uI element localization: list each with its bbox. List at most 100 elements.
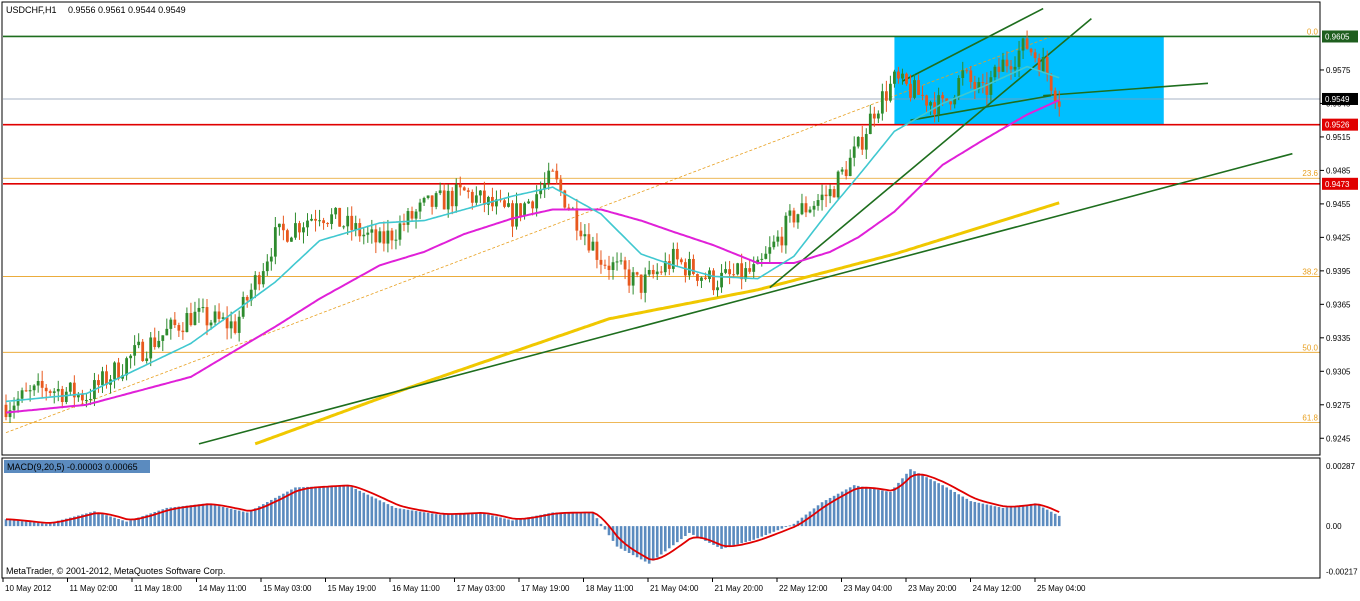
macd-histogram-bar [873,488,876,527]
candle-body [1049,74,1053,91]
candle-body [728,269,731,275]
candle-body [113,362,116,380]
candle-body [36,380,40,386]
candle-body [338,207,342,227]
macd-histogram-bar [1041,507,1045,527]
candle-body [667,261,671,269]
candle-body [1045,56,1049,75]
macd-histogram-bar [205,503,209,527]
x-axis-tick-label: 21 May 20:00 [715,584,764,593]
candle-body [595,241,599,260]
macd-histogram-bar [366,494,370,527]
candle-body [1037,58,1041,72]
macd-histogram-bar [981,503,985,527]
macd-histogram-bar [708,526,711,543]
candle-body [286,230,289,242]
candle-body [462,187,466,191]
macd-histogram-bar [945,487,948,527]
macd-histogram-bar [257,506,261,527]
candle-body [20,390,24,399]
macd-histogram-bar [663,526,667,552]
candle-body [273,227,277,257]
macd-histogram-bar [302,487,305,527]
x-axis-tick-label: 24 May 12:00 [973,584,1022,593]
macd-histogram-bar [547,513,550,527]
candle-body [591,241,595,251]
candle-body [129,355,133,359]
fibo-level-label: 38.2 [1302,267,1318,276]
candle-body [957,78,961,98]
macd-histogram-bar [454,513,458,527]
candle-body [221,317,225,319]
macd-histogram-bar [885,491,888,527]
macd-histogram-bar [125,521,128,527]
candle-body [515,203,518,227]
candle-body [482,190,486,205]
macd-histogram-bar [808,511,812,527]
candle-body [808,209,812,213]
macd-histogram-bar [752,526,756,540]
macd-histogram-bar [499,517,502,527]
trendline [910,94,1052,121]
candle-body [169,319,173,329]
candle-body [72,382,76,398]
y-axis-tick-label: 0.9425 [1326,233,1351,242]
macd-histogram-bar [40,523,44,527]
macd-histogram-bar [446,514,450,527]
candle-body [97,380,100,386]
candle-body [4,404,8,418]
candle-body [442,190,446,210]
candle-body [905,73,908,84]
candle-body [519,203,522,216]
price-chart[interactable] [3,7,1320,446]
macd-histogram-bar [165,507,169,527]
candle-body [189,313,193,326]
candle-body [651,269,655,275]
candle-body [165,328,169,336]
candle-body [523,203,526,216]
candle-body [80,393,84,401]
candle-body [792,210,796,223]
price-label: 0.9549 [1325,95,1350,104]
macd-histogram-bar [406,509,410,527]
candle-body [511,203,514,227]
macd-histogram-bar [720,526,723,549]
macd-histogram-bar [334,485,337,527]
macd-histogram-bar [736,526,739,545]
macd-histogram-bar [555,512,559,527]
macd-histogram-bar [65,518,68,527]
candle-body [639,274,643,293]
x-axis-tick-label: 23 May 20:00 [908,584,957,593]
candle-body [989,77,993,95]
candle-body [776,236,780,242]
candle-body [487,196,490,205]
candle-body [579,230,583,237]
candle-body [563,190,567,208]
x-axis-tick-label: 15 May 03:00 [263,584,312,593]
macd-histogram-bar [48,522,52,527]
fibo-level-label: 0.0 [1307,27,1319,36]
candle-body [663,261,667,273]
candle-body [1029,48,1033,53]
macd-histogram-bar [784,526,788,528]
candle-body [1053,90,1057,102]
candle-body [945,98,949,102]
candle-body [913,80,916,98]
candle-body [342,226,346,228]
candle-body [748,268,752,272]
macd-histogram-bar [792,523,796,527]
macd-panel[interactable] [4,469,1061,564]
candle-body [217,311,221,319]
macd-histogram-bar [957,494,961,527]
x-axis-tick-label: 14 May 11:00 [199,584,247,593]
candle-body [1033,52,1037,59]
candle-body [370,229,374,233]
macd-histogram-bar [358,490,362,527]
macd-histogram-bar [483,513,486,527]
candle-body [716,287,719,291]
candle-body [836,171,840,198]
macd-histogram-bar [322,486,325,527]
macd-histogram-bar [716,526,719,547]
